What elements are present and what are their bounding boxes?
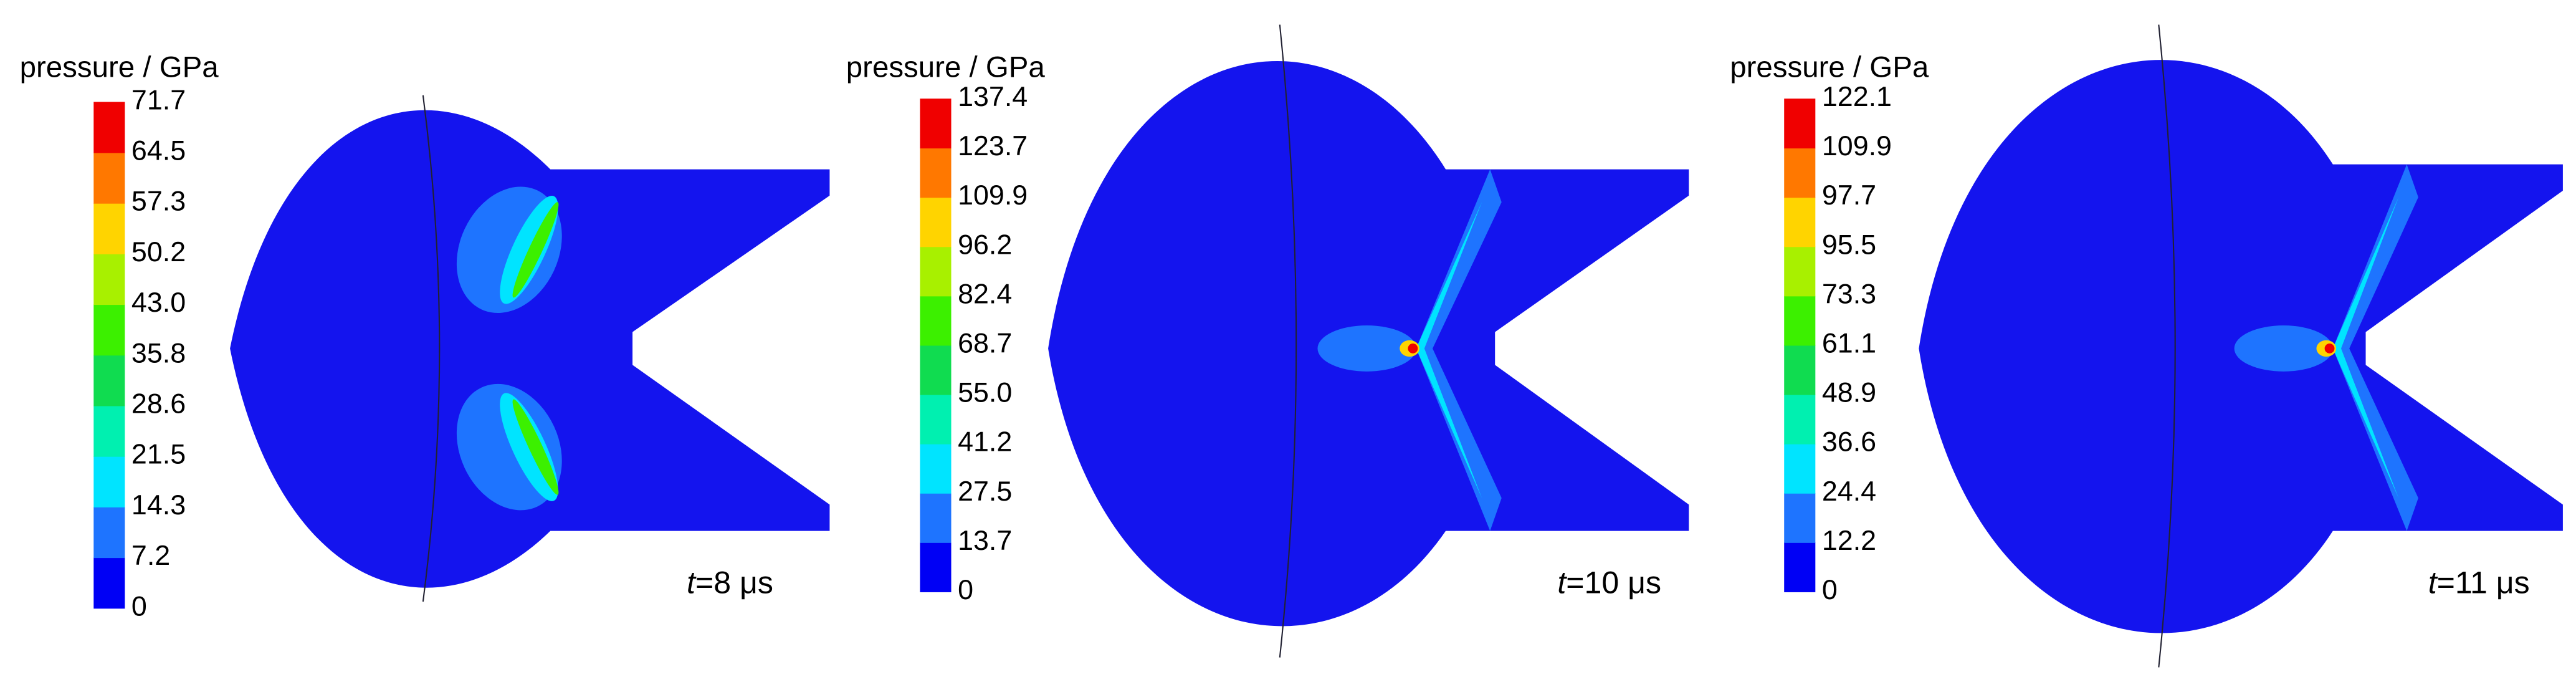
legend-title: pressure / GPa: [20, 50, 219, 84]
colorbar-segment: [920, 148, 952, 198]
colorbar-label: 97.7: [1822, 180, 1876, 211]
time-variable: t: [1557, 565, 1567, 600]
colorbar-segment: [1784, 99, 1816, 149]
colorbar-label: 82.4: [958, 278, 1012, 309]
colorbar-segment: [920, 99, 952, 149]
colorbar-label: 50.2: [131, 236, 186, 267]
colorbar-label: 137.4: [958, 81, 1028, 112]
colorbar-segment: [93, 456, 125, 507]
colorbar-segment: [1784, 148, 1816, 198]
colorbar-label: 7.2: [131, 540, 170, 571]
colorbar-segment: [920, 542, 952, 592]
colorbar-segment: [920, 394, 952, 445]
colorbar-segment: [920, 197, 952, 247]
colorbar-segment: [920, 345, 952, 395]
colorbar-label: 68.7: [958, 328, 1012, 359]
interface-line: [2158, 24, 2176, 668]
colorbar-label: 0: [131, 590, 147, 622]
colorbar-segment: [1784, 493, 1816, 543]
colorbar-label: 123.7: [958, 130, 1028, 161]
pressure-zone: [1416, 169, 1502, 531]
colorbar-segment: [93, 254, 125, 305]
colorbar-label: 64.5: [131, 135, 186, 166]
colorbar-label: 21.5: [131, 439, 186, 470]
colorbar-label: 55.0: [958, 377, 1012, 408]
colorbar-segment: [93, 203, 125, 254]
colorbar-segment: [920, 493, 952, 543]
time-variable: t: [687, 565, 697, 600]
time-label: t=10 μs: [1557, 565, 1661, 600]
colorbar-segment: [920, 296, 952, 346]
pressure-peak: [2324, 344, 2335, 353]
legend-title: pressure / GPa: [846, 50, 1046, 84]
colorbar-segment: [93, 102, 125, 153]
colorbar-segment: [93, 152, 125, 204]
pressure-zone: [512, 399, 559, 495]
colorbar-label: 96.2: [958, 229, 1012, 260]
colorbar-label: 0: [1822, 574, 1838, 605]
time-label: t=8 μs: [687, 565, 773, 600]
colorbar-label: 27.5: [958, 476, 1012, 507]
legend-title: pressure / GPa: [1730, 50, 1929, 84]
colorbar-label: 36.6: [1822, 426, 1876, 458]
time-value: =10 μs: [1566, 565, 1661, 600]
colorbar-segment: [1784, 443, 1816, 494]
colorbar-label: 95.5: [1822, 229, 1876, 260]
colorbar-segment: [93, 355, 125, 406]
pressure-peak: [1408, 344, 1418, 353]
colorbar-label: 12.2: [1822, 525, 1876, 556]
colorbar-segment: [1784, 394, 1816, 445]
colorbar-label: 14.3: [131, 489, 186, 521]
colorbar-label: 73.3: [1822, 278, 1876, 309]
colorbar-label: 122.1: [1822, 81, 1892, 112]
interface-line: [1279, 24, 1297, 658]
colorbar-label: 109.9: [1822, 130, 1892, 161]
pressure-zone: [2234, 325, 2333, 372]
colorbar-segment: [1784, 345, 1816, 395]
colorbar-segment: [93, 557, 125, 609]
colorbar-label: 48.9: [1822, 377, 1876, 408]
pressure-zone: [2332, 164, 2418, 531]
colorbar-segment: [1784, 246, 1816, 297]
colorbar-label: 109.9: [958, 180, 1028, 211]
colorbar-segment: [920, 443, 952, 494]
pressure-zone: [512, 202, 559, 298]
colorbar-segment: [93, 507, 125, 559]
colorbar-label: 24.4: [1822, 476, 1876, 507]
pressure-zone: [1317, 325, 1416, 372]
colorbar-segment: [1784, 197, 1816, 247]
colorbar-label: 13.7: [958, 525, 1012, 556]
projectile-body: [230, 110, 830, 588]
colorbar-segment: [1784, 296, 1816, 346]
colorbar-label: 57.3: [131, 186, 186, 217]
interface-line: [422, 95, 441, 602]
colorbar-segment: [93, 304, 125, 356]
time-variable: t: [2428, 565, 2438, 600]
colorbar-label: 43.0: [131, 287, 186, 318]
colorbar-segment: [93, 405, 125, 457]
colorbar-label: 35.8: [131, 337, 186, 368]
colorbar-segment: [1784, 542, 1816, 592]
colorbar-label: 41.2: [958, 426, 1012, 458]
time-value: =11 μs: [2437, 565, 2530, 600]
colorbar-label: 71.7: [131, 84, 186, 115]
colorbar-segment: [920, 246, 952, 297]
colorbar-label: 61.1: [1822, 328, 1876, 359]
colorbar-label: 0: [958, 574, 973, 605]
colorbar-label: 28.6: [131, 388, 186, 420]
time-value: =8 μs: [695, 565, 773, 600]
time-label: t=11 μs: [2428, 565, 2530, 600]
